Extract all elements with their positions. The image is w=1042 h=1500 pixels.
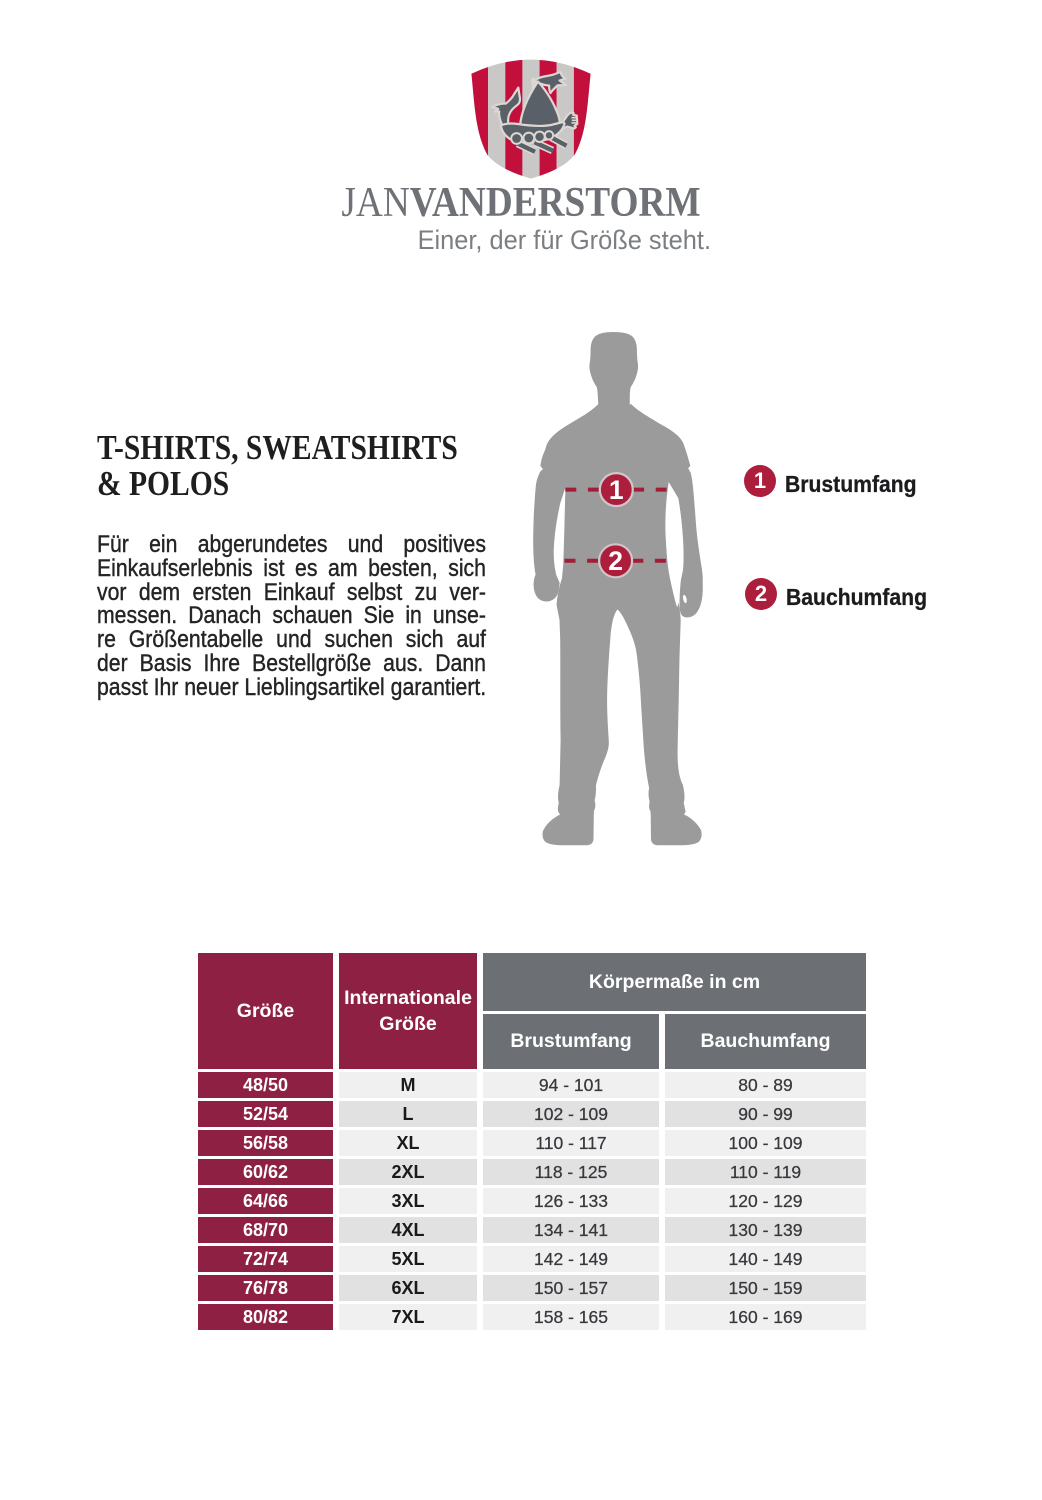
svg-text:1: 1 bbox=[609, 475, 624, 505]
svg-text:2: 2 bbox=[608, 546, 623, 576]
